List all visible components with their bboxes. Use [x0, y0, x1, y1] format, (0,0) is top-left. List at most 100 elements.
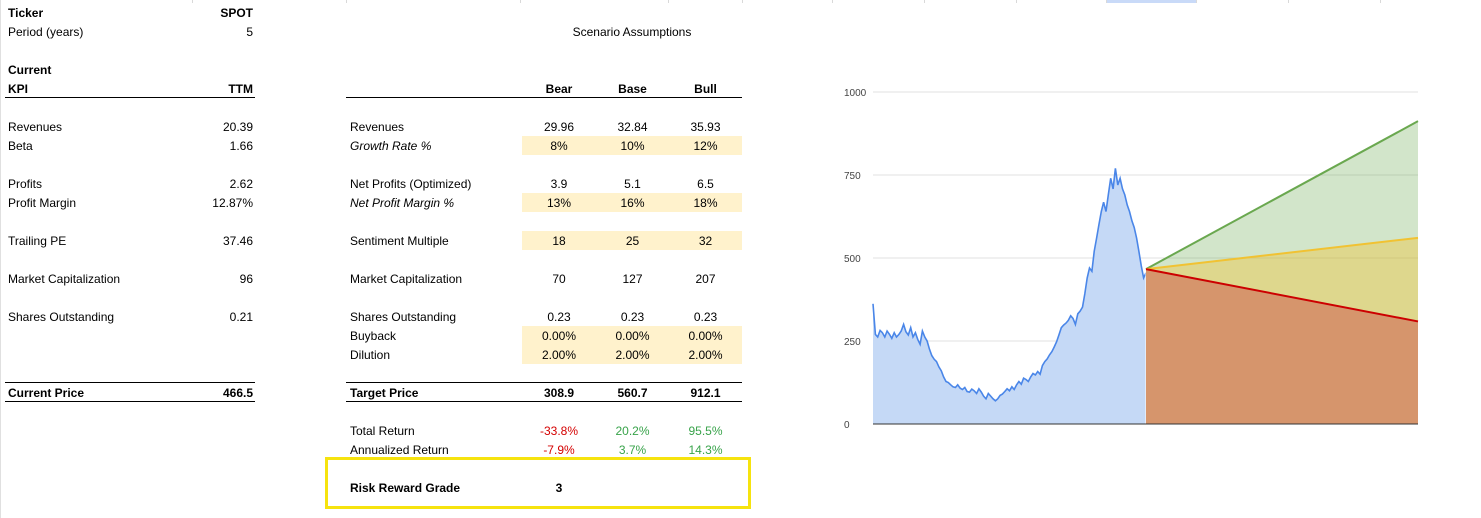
- scenario-area-bear: [1146, 269, 1418, 424]
- selected-column-indicator: [1106, 0, 1196, 3]
- column-divider: [1288, 0, 1289, 3]
- bear-cell[interactable]: 13%: [546, 196, 572, 210]
- bull-cell[interactable]: 12%: [693, 139, 718, 153]
- row-header-edge: [0, 0, 1, 518]
- price-rule-bottom-left: [5, 401, 255, 402]
- scenario-label: Net Profits (Optimized): [350, 177, 472, 191]
- bull-cell[interactable]: 6.5: [697, 177, 714, 191]
- y-tick-label: 0: [844, 420, 850, 431]
- scenario-label: Sentiment Multiple: [350, 234, 449, 248]
- annualized-return-bull[interactable]: 14.3%: [688, 443, 723, 457]
- risk-reward-label: Risk Reward Grade: [350, 481, 461, 495]
- scenario-title: Scenario Assumptions: [572, 25, 692, 39]
- target-price-bull[interactable]: 912.1: [690, 386, 721, 400]
- bear-cell[interactable]: 0.23: [547, 310, 571, 324]
- column-divider: [1380, 0, 1381, 3]
- bull-cell[interactable]: 35.93: [690, 120, 721, 134]
- column-divider: [346, 0, 347, 3]
- kpi-value[interactable]: 96: [239, 272, 253, 286]
- period-value[interactable]: 5: [246, 25, 253, 39]
- bull-cell[interactable]: 207: [695, 272, 716, 286]
- total-return-label: Total Return: [350, 424, 415, 438]
- column-divider: [924, 0, 925, 3]
- column-divider: [520, 0, 521, 3]
- current-price-value[interactable]: 466.5: [222, 386, 253, 400]
- base-cell[interactable]: 16%: [620, 196, 645, 210]
- bear-cell[interactable]: 2.00%: [541, 348, 577, 362]
- scenario-label: Growth Rate %: [350, 139, 432, 153]
- buyback-dilution-highlight: [522, 326, 742, 364]
- bear-cell[interactable]: 29.96: [543, 120, 575, 134]
- base-cell[interactable]: 0.23: [620, 310, 645, 324]
- annualized-return-base[interactable]: 3.7%: [618, 443, 647, 457]
- scenario-line-bear: [1145, 268, 1419, 323]
- kpi-label: Profits: [8, 177, 43, 191]
- header-rule-left: [5, 97, 255, 98]
- scenario-label: Net Profit Margin %: [350, 196, 455, 210]
- header-rule-right: [346, 97, 742, 98]
- kpi-label: Beta: [8, 139, 33, 153]
- multiple-highlight: [522, 231, 742, 250]
- bull-header: Bull: [694, 82, 717, 96]
- history-line: [872, 168, 1147, 402]
- bear-cell[interactable]: 18: [552, 234, 566, 248]
- kpi-value[interactable]: 37.46: [222, 234, 253, 248]
- bull-cell[interactable]: 2.00%: [688, 348, 723, 362]
- total-return-bear[interactable]: -33.8%: [539, 424, 579, 438]
- risk-reward-value[interactable]: 3: [555, 481, 563, 495]
- column-divider: [1196, 0, 1197, 3]
- bull-cell[interactable]: 0.23: [693, 310, 718, 324]
- scenario-label: Buyback: [350, 329, 397, 343]
- bear-cell[interactable]: 8%: [550, 139, 568, 153]
- kpi-value[interactable]: 1.66: [229, 139, 253, 153]
- scenario-label: Market Capitalization: [350, 272, 463, 286]
- column-divider: [1016, 0, 1017, 3]
- kpi-value[interactable]: 2.62: [229, 177, 253, 191]
- bear-cell[interactable]: 3.9: [550, 177, 568, 191]
- scenario-line-bull: [1145, 120, 1419, 271]
- total-return-base[interactable]: 20.2%: [615, 424, 650, 438]
- risk-reward-box: [325, 457, 751, 509]
- column-divider: [832, 0, 833, 3]
- base-cell[interactable]: 10%: [620, 139, 645, 153]
- base-cell[interactable]: 25: [625, 234, 640, 248]
- kpi-label: Trailing PE: [8, 234, 67, 248]
- kpi-value[interactable]: 20.39: [222, 120, 253, 134]
- y-tick-label: 1000: [844, 88, 867, 99]
- column-divider: [1106, 0, 1107, 3]
- target-price-bear[interactable]: 308.9: [543, 386, 575, 400]
- kpi-value[interactable]: 12.87%: [212, 196, 253, 210]
- price-rule-top-right: [346, 382, 742, 383]
- ticker-value[interactable]: SPOT: [220, 6, 253, 20]
- kpi-label: Market Capitalization: [8, 272, 121, 286]
- current-label: Current: [8, 63, 52, 77]
- base-header: Base: [618, 82, 647, 96]
- ticker-label: Ticker: [8, 6, 44, 20]
- bear-cell[interactable]: 70: [552, 272, 566, 286]
- price-rule-bottom-right: [346, 401, 742, 402]
- base-cell[interactable]: 5.1: [624, 177, 641, 191]
- ttm-label: TTM: [228, 82, 253, 96]
- period-label: Period (years): [8, 25, 84, 39]
- kpi-value[interactable]: 0.21: [229, 310, 253, 324]
- bull-cell[interactable]: 18%: [693, 196, 718, 210]
- base-cell[interactable]: 2.00%: [615, 348, 650, 362]
- target-price-base[interactable]: 560.7: [617, 386, 648, 400]
- total-return-bull[interactable]: 95.5%: [688, 424, 723, 438]
- base-cell[interactable]: 32.84: [617, 120, 648, 134]
- scenario-area-bull: [1146, 121, 1418, 424]
- bull-cell[interactable]: 32: [698, 234, 713, 248]
- y-tick-label: 250: [844, 337, 861, 348]
- annualized-return-bear[interactable]: -7.9%: [543, 443, 575, 457]
- base-cell[interactable]: 0.00%: [615, 329, 650, 343]
- base-cell[interactable]: 127: [622, 272, 643, 286]
- annualized-return-label: Annualized Return: [350, 443, 449, 457]
- column-divider: [742, 0, 743, 3]
- kpi-label: Profit Margin: [8, 196, 77, 210]
- scenario-line-base: [1145, 236, 1419, 271]
- bear-header: Bear: [545, 82, 573, 96]
- bull-cell[interactable]: 0.00%: [688, 329, 723, 343]
- bear-cell[interactable]: 0.00%: [541, 329, 577, 343]
- scenario-label: Dilution: [350, 348, 391, 362]
